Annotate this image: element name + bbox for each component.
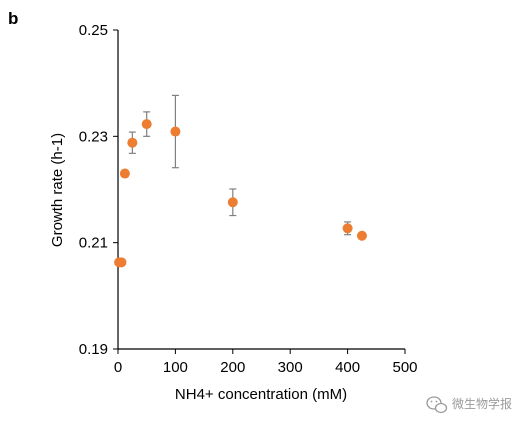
watermark-text: 微生物学报 [452,396,512,411]
data-point [141,119,152,130]
data-point [342,223,353,234]
data-point [127,137,138,148]
y-tick-label: 0.21 [79,235,108,252]
data-point [170,126,181,137]
y-tick-label: 0.19 [79,341,108,358]
watermark: 微生物学报 [426,396,512,414]
axes: 0.19 0.21 0.23 0.25 0 100 200 300 400 500 [79,22,418,376]
x-axis-title: NH4+ concentration (mM) [175,386,347,403]
y-tick-label: 0.25 [79,22,108,39]
error-bars [115,94,366,265]
x-tick-label: 0 [114,359,122,376]
data-point [227,197,238,208]
x-tick-label: 100 [163,359,188,376]
x-tick-label: 300 [278,359,303,376]
y-axis-title: Growth rate (h-1) [49,133,66,247]
data-point [119,168,130,179]
wechat-icon [426,396,448,414]
y-tick-label: 0.23 [79,128,108,145]
x-tick-label: 500 [392,359,417,376]
data-points [114,119,367,268]
panel-label: b [8,9,18,28]
x-tick-label: 400 [335,359,360,376]
data-point [116,257,127,268]
x-tick-label: 200 [220,359,245,376]
data-point [356,230,367,241]
